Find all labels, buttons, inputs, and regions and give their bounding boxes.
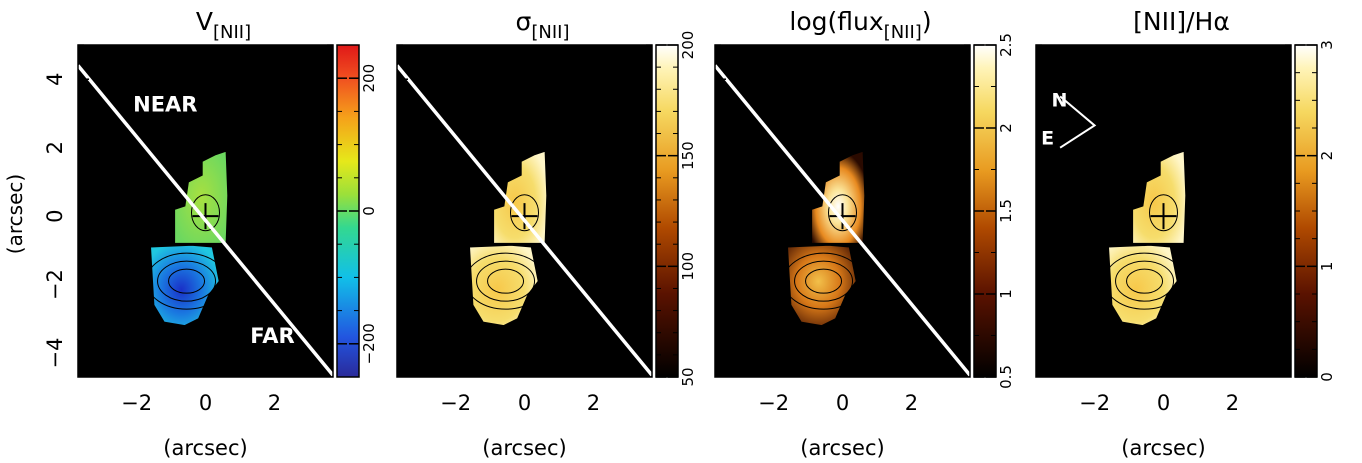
contour-line xyxy=(783,252,865,310)
region-outline xyxy=(468,244,539,327)
line-of-nodes xyxy=(715,64,970,377)
x-tick-label: 0 xyxy=(199,391,212,415)
y-tick-label: −2 xyxy=(43,269,67,300)
colorbar-tick-label: 200 xyxy=(360,64,378,93)
emission-region-upper xyxy=(174,151,228,244)
colorbar-tick-label: 3 xyxy=(1318,40,1336,50)
contour-line xyxy=(794,260,854,302)
compass-east-label: E xyxy=(1041,127,1054,149)
contour-line xyxy=(465,252,547,310)
map-content xyxy=(1104,150,1187,327)
emission-region-upper xyxy=(811,151,865,244)
map-content xyxy=(715,64,970,377)
colorbar-tick-label: 0.5 xyxy=(997,365,1015,389)
x-axis-label: (arcsec) xyxy=(163,436,247,460)
region-outline xyxy=(149,244,220,327)
contour-line xyxy=(805,268,843,294)
x-tick-label: 2 xyxy=(905,391,918,415)
emission-region-upper xyxy=(1132,151,1186,244)
region-outline xyxy=(786,244,857,327)
contour-line xyxy=(146,252,228,310)
x-tick-label: 2 xyxy=(268,391,281,415)
contour-line xyxy=(1104,252,1186,310)
x-tick-label: −2 xyxy=(440,391,471,415)
panel-title: σ[NII] xyxy=(516,7,570,43)
contour-line xyxy=(1126,268,1164,294)
colorbar-tick-label: 2 xyxy=(1318,151,1336,161)
colorbar-tick-label: 150 xyxy=(679,141,697,170)
contour-line xyxy=(487,268,525,294)
line-of-nodes xyxy=(78,64,333,377)
panel-1: NEAR FAR −2 0 2 −4 −2 0 2 4 (arcsec) V[NII] −200 0 200 xyxy=(43,7,378,460)
y-tick-label: 4 xyxy=(43,73,67,86)
far-label: FAR xyxy=(250,324,294,348)
contour-line xyxy=(476,260,536,302)
contour-line xyxy=(168,268,206,294)
colorbar-tick-label: 200 xyxy=(679,31,697,60)
map-content xyxy=(397,64,652,377)
region-outline xyxy=(1107,244,1178,327)
map-content xyxy=(78,64,333,377)
contour-line xyxy=(191,194,220,232)
contour-line xyxy=(1115,260,1175,302)
x-tick-label: −2 xyxy=(758,391,789,415)
colorbar-tick-label: 50 xyxy=(679,367,697,386)
colorbar-tick-label: 2 xyxy=(997,123,1015,133)
colorbar xyxy=(655,44,679,378)
contour-line xyxy=(157,260,217,302)
colorbar-tick-label: 1 xyxy=(997,289,1015,299)
emission-region-upper xyxy=(493,151,547,244)
x-tick-label: 2 xyxy=(587,391,600,415)
x-tick-label: 0 xyxy=(836,391,849,415)
x-tick-label: −2 xyxy=(121,391,152,415)
compass-arrows xyxy=(1059,95,1097,149)
contour-line xyxy=(828,194,857,232)
x-axis-label: (arcsec) xyxy=(800,436,884,460)
colorbar-tick-label: 0 xyxy=(1318,372,1336,382)
colorbar-tick-label: 1.5 xyxy=(997,199,1015,223)
panel-3: −2 0 2 (arcsec) log(flux[NII]) 0.5 1 1.5 2 2.5 xyxy=(714,7,1015,460)
y-tick-label: 2 xyxy=(43,141,67,154)
colorbar-tick-label: −200 xyxy=(360,323,378,364)
y-tick-label: −4 xyxy=(43,338,67,369)
panel-title: log(flux[NII]) xyxy=(789,7,931,43)
compass-north-label: N xyxy=(1052,90,1068,112)
x-tick-label: 2 xyxy=(1226,391,1239,415)
x-tick-label: −2 xyxy=(1079,391,1110,415)
colorbar-tick-label: 100 xyxy=(679,252,697,281)
line-of-nodes xyxy=(397,64,652,377)
colorbar-tick-label: 2.5 xyxy=(997,33,1015,57)
panel-title: V[NII] xyxy=(196,7,251,43)
x-axis-label: (arcsec) xyxy=(1121,436,1205,460)
contour-line xyxy=(1149,194,1178,232)
x-tick-label: 0 xyxy=(1157,391,1170,415)
panel-title: [NII]/Hα xyxy=(1133,7,1230,36)
x-tick-label: 0 xyxy=(518,391,531,415)
colorbar-tick-label: 0 xyxy=(360,206,378,216)
contour-line xyxy=(510,194,539,232)
panel-2: −2 0 2 (arcsec) σ[NII] 50 100 150 200 xyxy=(396,7,697,460)
panel-4: NE −2 0 2 (arcsec) [NII]/Hα 0 1 2 3 xyxy=(1035,7,1336,460)
near-label: NEAR xyxy=(133,93,197,117)
y-tick-label: 0 xyxy=(43,209,67,222)
colorbar-tick-label: 1 xyxy=(1318,262,1336,272)
region-outline xyxy=(1131,150,1187,245)
y-axis-label: (arcsec) xyxy=(3,174,27,254)
x-axis-label: (arcsec) xyxy=(482,436,566,460)
